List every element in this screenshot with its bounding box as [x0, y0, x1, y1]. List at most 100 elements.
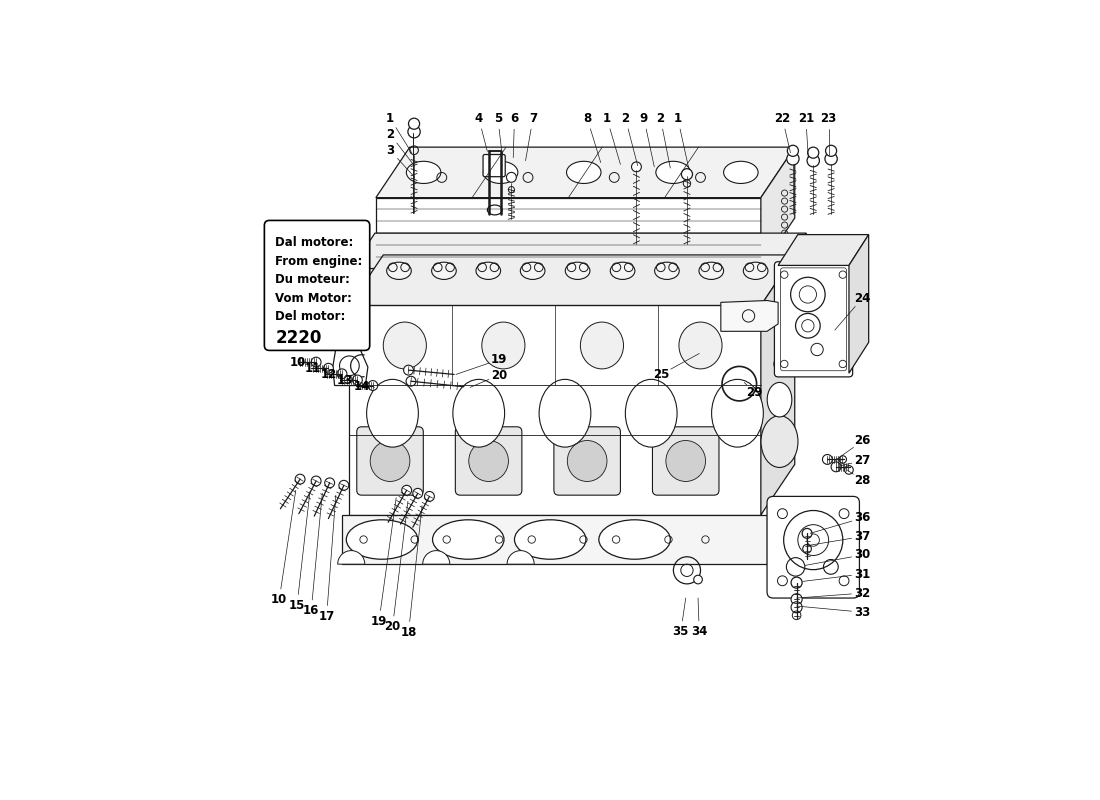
Text: 6: 6: [510, 112, 518, 125]
Circle shape: [807, 154, 820, 167]
Ellipse shape: [767, 382, 792, 417]
Ellipse shape: [383, 322, 427, 369]
Text: 36: 36: [855, 511, 871, 525]
Ellipse shape: [453, 379, 505, 447]
Ellipse shape: [629, 274, 676, 299]
FancyBboxPatch shape: [554, 426, 620, 495]
Circle shape: [681, 169, 693, 180]
Bar: [351, 269, 782, 306]
Text: 22: 22: [774, 112, 791, 125]
Bar: [350, 306, 761, 515]
Ellipse shape: [366, 379, 418, 447]
Text: 4: 4: [474, 112, 483, 125]
Text: 37: 37: [855, 530, 870, 543]
Wedge shape: [422, 550, 450, 564]
Text: 29: 29: [747, 386, 763, 399]
Text: 9: 9: [640, 112, 648, 125]
Ellipse shape: [724, 162, 758, 183]
Text: From engine:: From engine:: [275, 255, 363, 268]
Ellipse shape: [565, 274, 612, 299]
FancyBboxPatch shape: [455, 426, 521, 495]
Circle shape: [412, 488, 422, 498]
Text: 7: 7: [529, 112, 537, 125]
Circle shape: [323, 363, 333, 373]
Ellipse shape: [494, 274, 541, 299]
Text: 17: 17: [319, 610, 334, 623]
Ellipse shape: [432, 520, 504, 559]
Circle shape: [402, 486, 411, 495]
Text: Vom Motor:: Vom Motor:: [275, 292, 352, 305]
Text: 2220: 2220: [275, 329, 322, 347]
Text: 3: 3: [386, 144, 394, 157]
Text: 21: 21: [798, 112, 814, 125]
FancyBboxPatch shape: [356, 426, 424, 495]
Text: 33: 33: [855, 606, 870, 618]
Ellipse shape: [539, 379, 591, 447]
Ellipse shape: [483, 162, 518, 183]
Circle shape: [786, 153, 799, 165]
Ellipse shape: [346, 520, 418, 559]
Bar: [342, 515, 767, 564]
Text: 19: 19: [491, 353, 507, 366]
Circle shape: [825, 146, 837, 156]
Polygon shape: [782, 233, 806, 306]
Ellipse shape: [697, 274, 745, 299]
Wedge shape: [338, 550, 365, 564]
Ellipse shape: [406, 162, 441, 183]
Ellipse shape: [520, 262, 544, 279]
Text: 5: 5: [494, 112, 502, 125]
Circle shape: [506, 172, 516, 182]
Circle shape: [339, 480, 349, 490]
Text: 1: 1: [673, 112, 682, 125]
Text: 2: 2: [386, 128, 394, 141]
Text: 2: 2: [621, 112, 629, 125]
Text: 11: 11: [305, 362, 321, 374]
Ellipse shape: [487, 205, 502, 215]
FancyBboxPatch shape: [767, 496, 859, 598]
Circle shape: [791, 577, 802, 588]
Circle shape: [295, 474, 305, 484]
FancyBboxPatch shape: [774, 262, 852, 377]
Polygon shape: [350, 255, 794, 306]
Ellipse shape: [565, 262, 590, 279]
Text: 23: 23: [821, 112, 837, 125]
Polygon shape: [720, 301, 778, 331]
Text: 19: 19: [371, 615, 387, 628]
Ellipse shape: [654, 262, 680, 279]
Text: 27: 27: [855, 454, 870, 467]
Ellipse shape: [581, 322, 624, 369]
Text: 20: 20: [491, 369, 507, 382]
Polygon shape: [376, 147, 794, 198]
Text: 15: 15: [289, 599, 305, 612]
Circle shape: [825, 153, 837, 165]
Text: 32: 32: [855, 586, 870, 600]
Text: 2: 2: [657, 112, 664, 125]
Ellipse shape: [566, 162, 601, 183]
Text: Du moteur:: Du moteur:: [275, 274, 350, 286]
Circle shape: [791, 602, 802, 613]
Circle shape: [788, 146, 799, 156]
Ellipse shape: [666, 441, 705, 482]
Ellipse shape: [656, 162, 691, 183]
Circle shape: [408, 126, 420, 138]
Ellipse shape: [515, 520, 586, 559]
Ellipse shape: [431, 262, 456, 279]
Circle shape: [367, 381, 377, 390]
Circle shape: [694, 575, 703, 584]
Circle shape: [807, 147, 818, 158]
FancyBboxPatch shape: [652, 426, 719, 495]
Text: 35: 35: [672, 626, 689, 638]
Circle shape: [845, 466, 854, 474]
Text: 31: 31: [855, 567, 870, 581]
Ellipse shape: [679, 322, 722, 369]
Text: 34: 34: [691, 626, 707, 638]
Polygon shape: [778, 234, 869, 266]
Circle shape: [404, 365, 414, 375]
Ellipse shape: [352, 274, 399, 299]
Text: 25: 25: [653, 368, 669, 381]
Ellipse shape: [469, 441, 508, 482]
Text: 10: 10: [271, 594, 287, 606]
Circle shape: [832, 462, 840, 472]
Circle shape: [406, 376, 416, 386]
Text: 28: 28: [855, 474, 871, 487]
